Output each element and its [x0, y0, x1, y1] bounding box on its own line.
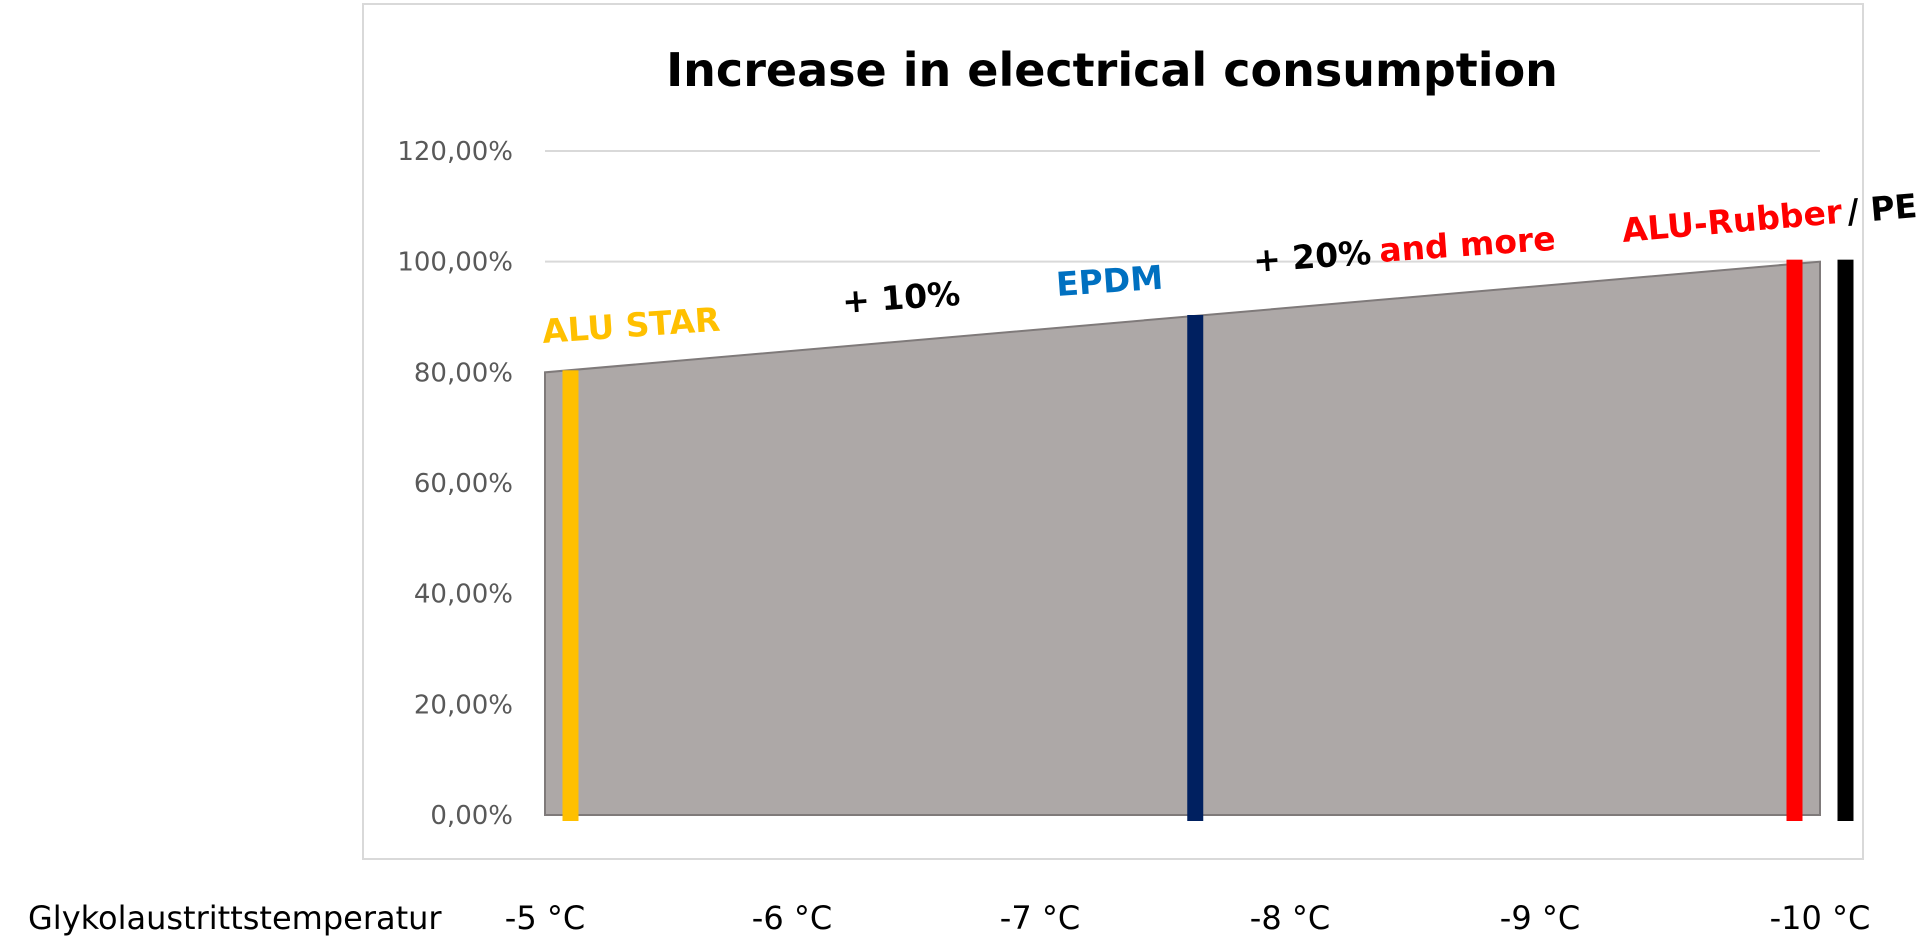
area-fill: [544, 260, 1821, 816]
y-tick-label: 40,00%: [414, 580, 513, 610]
y-axis-ticks: 0,00% 20,00% 40,00% 60,00% 80,00% 100,00% 120,…: [397, 137, 513, 831]
x-tick-label: -8 °C: [1250, 899, 1330, 937]
annotation-plus-20: + 20%: [1252, 233, 1373, 280]
y-tick-label: 0,00%: [430, 801, 513, 831]
x-tick-label: -6 °C: [752, 899, 832, 937]
annotation-epdm: EPDM: [1055, 258, 1164, 304]
marker-bar-pe: [1837, 259, 1854, 822]
chart-title: Increase in electrical consumption: [666, 43, 1558, 97]
x-tick-label: -5 °C: [505, 899, 585, 937]
marker-bar-epdm: [1187, 315, 1204, 821]
area-layer: [544, 260, 1821, 816]
y-tick-label: 120,00%: [397, 137, 513, 167]
marker-bar-alu-rubber: [1786, 259, 1803, 822]
x-tick-label: -10 °C: [1770, 899, 1871, 937]
x-axis-ticks: -5 °C -6 °C -7 °C -8 °C -9 °C -10 °C: [505, 899, 1871, 937]
y-tick-label: 60,00%: [414, 469, 513, 499]
y-tick-label: 100,00%: [397, 248, 513, 278]
y-tick-label: 20,00%: [414, 690, 513, 720]
marker-bar-alu-star: [562, 370, 579, 821]
x-tick-label: -7 °C: [1000, 899, 1080, 937]
x-tick-label: -9 °C: [1500, 899, 1580, 937]
x-axis-label: Glykolaustrittstemperatur: [28, 899, 442, 937]
y-tick-label: 80,00%: [414, 358, 513, 388]
marker-layer: [562, 259, 1854, 822]
annotation-plus-10: + 10%: [841, 274, 962, 321]
annotation-pe: / PE: [1845, 186, 1918, 231]
